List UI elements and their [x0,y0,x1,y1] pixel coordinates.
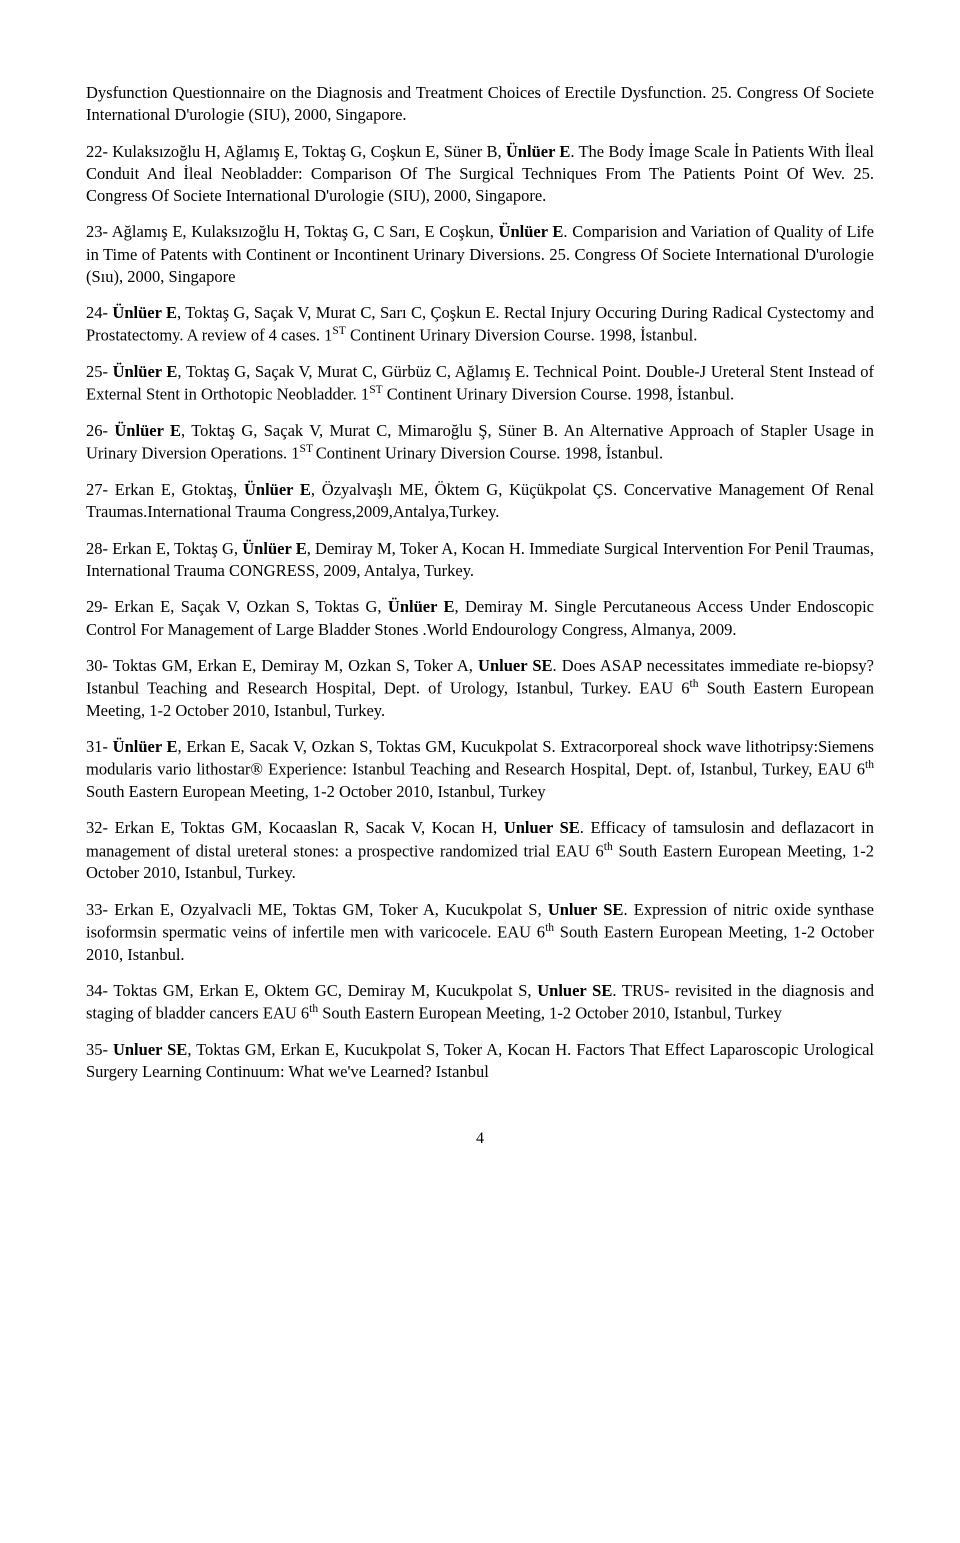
author-bold: Ünlüer E [506,142,570,161]
reference-text: Kulaksızoğlu H, Ağlamış E, Toktaş G, Coş… [112,142,506,161]
reference-item: 27- Erkan E, Gtoktaş, Ünlüer E, Özyalvaş… [86,479,874,524]
reference-item: 28- Erkan E, Toktaş G, Ünlüer E, Demiray… [86,538,874,583]
reference-item: 22- Kulaksızoğlu H, Ağlamış E, Toktaş G,… [86,141,874,208]
reference-number: 27- [86,480,115,499]
reference-text: Continent Urinary Diversion Course. 1998… [383,385,735,404]
reference-number: 31- [86,737,113,756]
reference-list: Dysfunction Questionnaire on the Diagnos… [86,82,874,1084]
reference-item: 26- Ünlüer E, Toktaş G, Saçak V, Murat C… [86,420,874,465]
reference-item: 24- Ünlüer E, Toktaş G, Saçak V, Murat C… [86,302,874,347]
reference-number: 26- [86,421,114,440]
reference-text: Ağlamış E, Kulaksızoğlu H, Toktaş G, C S… [112,222,499,241]
reference-item: 25- Ünlüer E, Toktaş G, Saçak V, Murat C… [86,361,874,406]
ordinal-sup: ST [300,443,316,455]
reference-item: 34- Toktas GM, Erkan E, Oktem GC, Demira… [86,980,874,1025]
author-bold: Unluer SE [548,900,624,919]
reference-item: 31- Ünlüer E, Erkan E, Sacak V, Ozkan S,… [86,736,874,803]
reference-text: , Toktas GM, Erkan E, Kucukpolat S, Toke… [86,1040,874,1081]
reference-number: 33- [86,900,114,919]
ordinal-sup: ST [369,384,382,396]
reference-number: 23- [86,222,112,241]
reference-number: 28- [86,539,112,558]
reference-text: Continent Urinary Diversion Course. 1998… [316,444,663,463]
reference-item: 23- Ağlamış E, Kulaksızoğlu H, Toktaş G,… [86,221,874,288]
ordinal-sup: th [690,678,699,690]
reference-number: 30- [86,656,113,675]
reference-item: 35- Unluer SE, Toktas GM, Erkan E, Kucuk… [86,1039,874,1084]
reference-text: Dysfunction Questionnaire on the Diagnos… [86,83,874,124]
author-bold: Ünlüer E [388,597,455,616]
ordinal-sup: th [604,841,613,853]
author-bold: Ünlüer E [242,539,306,558]
reference-text: South Eastern European Meeting, 1-2 Octo… [86,782,546,801]
author-bold: Unluer SE [478,656,553,675]
reference-text: Toktas GM, Erkan E, Oktem GC, Demiray M,… [113,981,537,1000]
reference-number: 24- [86,303,112,322]
reference-item: 33- Erkan E, Ozyalvacli ME, Toktas GM, T… [86,899,874,966]
ordinal-sup: th [865,759,874,771]
reference-number: 29- [86,597,114,616]
reference-item: Dysfunction Questionnaire on the Diagnos… [86,82,874,127]
reference-number: 25- [86,362,113,381]
author-bold: Ünlüer E [112,303,177,322]
reference-number: 32- [86,818,115,837]
reference-text: South Eastern European Meeting, 1-2 Octo… [318,1004,782,1023]
reference-text: Erkan E, Ozyalvacli ME, Toktas GM, Toker… [114,900,548,919]
reference-text: Toktas GM, Erkan E, Demiray M, Ozkan S, … [113,656,478,675]
reference-text: Erkan E, Toktaş G, [112,539,242,558]
reference-number: 35- [86,1040,113,1059]
author-bold: Unluer SE [537,981,612,1000]
reference-item: 29- Erkan E, Saçak V, Ozkan S, Toktas G,… [86,596,874,641]
author-bold: Unluer SE [504,818,580,837]
ordinal-sup: th [309,1003,318,1015]
reference-text: Erkan E, Gtoktaş, [115,480,244,499]
page-number: 4 [86,1128,874,1150]
author-bold: Unluer SE [113,1040,187,1059]
reference-item: 30- Toktas GM, Erkan E, Demiray M, Ozkan… [86,655,874,722]
author-bold: Ünlüer E [114,421,181,440]
reference-text: Erkan E, Toktas GM, Kocaaslan R, Sacak V… [115,818,504,837]
reference-text: , Erkan E, Sacak V, Ozkan S, Toktas GM, … [86,737,874,779]
author-bold: Ünlüer E [499,222,564,241]
reference-number: 22- [86,142,112,161]
reference-item: 32- Erkan E, Toktas GM, Kocaaslan R, Sac… [86,817,874,884]
reference-text: Continent Urinary Diversion Course. 1998… [346,326,698,345]
reference-text: Erkan E, Saçak V, Ozkan S, Toktas G, [114,597,388,616]
reference-number: 34- [86,981,113,1000]
author-bold: Ünlüer E [244,480,311,499]
ordinal-sup: th [545,922,554,934]
ordinal-sup: ST [332,325,345,337]
author-bold: Ünlüer E [113,362,178,381]
author-bold: Ünlüer E [113,737,178,756]
